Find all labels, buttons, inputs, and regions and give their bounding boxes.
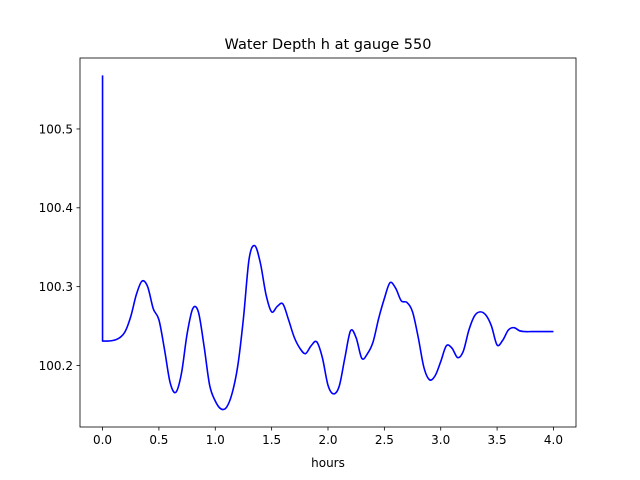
y-tick-label: 100.5 (39, 122, 73, 136)
plot-area (80, 58, 576, 427)
x-tick-label: 4.0 (544, 433, 563, 447)
x-tick-label: 2.0 (318, 433, 337, 447)
x-tick-label: 1.5 (262, 433, 281, 447)
x-axis-label: hours (311, 456, 345, 470)
series-layer (101, 75, 554, 411)
x-tick-label: 3.0 (431, 433, 450, 447)
ticks-layer: 0.0 0.5 1.0 1.5 2.0 2.5 3.0 3.5 4.0 100.2 100.3 100… (39, 122, 563, 447)
y-tick-label: 100.4 (39, 201, 73, 215)
x-tick-label: 0.5 (149, 433, 168, 447)
x-tick-label: 1.0 (206, 433, 225, 447)
x-tick-label: 0.0 (93, 433, 112, 447)
y-tick-label: 100.3 (39, 280, 73, 294)
y-tick-label: 100.2 (39, 359, 73, 373)
series-line (101, 75, 554, 411)
x-tick-label: 3.5 (488, 433, 507, 447)
plot-frame (79, 57, 577, 428)
chart-title: Water Depth h at gauge 550 (225, 37, 432, 53)
x-tick-label: 2.5 (375, 433, 394, 447)
